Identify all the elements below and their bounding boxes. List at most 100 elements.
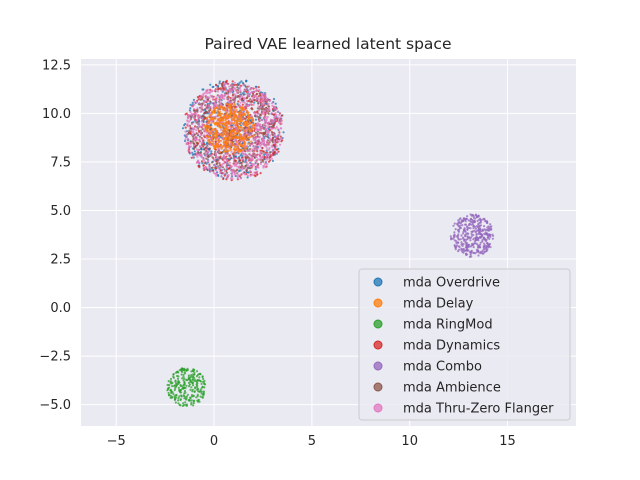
data-point [188, 129, 191, 132]
data-point [260, 158, 263, 161]
data-point [242, 135, 245, 138]
data-point [216, 86, 219, 89]
data-point [263, 140, 266, 143]
data-point [230, 141, 233, 144]
data-point [238, 140, 241, 143]
data-point [229, 88, 232, 92]
data-point [184, 372, 187, 375]
data-point [275, 148, 278, 151]
data-point [228, 159, 231, 162]
data-point [195, 141, 198, 144]
data-point [236, 86, 239, 89]
data-point [449, 235, 452, 238]
data-point [225, 111, 228, 114]
data-point [208, 165, 211, 168]
data-point [185, 397, 188, 400]
data-point [243, 101, 246, 104]
data-point [219, 114, 222, 117]
data-point [191, 388, 194, 391]
data-point [220, 164, 223, 167]
data-point [453, 231, 456, 234]
data-point [228, 85, 231, 88]
data-point [275, 126, 278, 129]
data-point [193, 137, 196, 140]
data-point [244, 158, 247, 162]
data-point [457, 222, 461, 225]
data-point [258, 141, 261, 144]
data-point [481, 249, 484, 253]
data-point [215, 169, 218, 172]
y-tick-label: 2.5 [50, 253, 71, 268]
data-point [179, 384, 182, 387]
data-point [252, 134, 255, 137]
data-point [177, 397, 180, 400]
data-point [472, 227, 475, 230]
data-point [483, 237, 486, 240]
data-point [198, 130, 201, 134]
data-point [264, 124, 267, 127]
data-point [215, 172, 218, 175]
data-point [239, 101, 242, 104]
data-point [219, 165, 222, 169]
data-point [241, 103, 244, 106]
data-point [192, 147, 196, 150]
data-point [177, 379, 180, 382]
data-point [232, 113, 235, 117]
data-point [489, 223, 492, 226]
data-point [227, 167, 230, 170]
data-point [194, 144, 197, 147]
data-point [230, 174, 233, 177]
data-point [223, 106, 226, 109]
data-point [193, 112, 196, 116]
legend-box [358, 268, 571, 421]
y-tick-label: −2.5 [39, 350, 71, 365]
data-point [248, 129, 251, 133]
data-point [249, 103, 252, 106]
data-point [259, 156, 262, 159]
data-point [279, 127, 282, 130]
data-point [268, 141, 271, 144]
data-point [192, 144, 196, 147]
data-point [227, 116, 230, 119]
data-point [262, 136, 265, 139]
data-point [250, 155, 253, 158]
data-point [475, 236, 479, 239]
data-point [199, 116, 202, 119]
data-point [239, 98, 242, 101]
data-point [235, 114, 238, 117]
data-point [460, 249, 463, 252]
data-point [243, 121, 246, 124]
data-point [464, 218, 467, 221]
data-point [191, 127, 195, 130]
data-point [252, 138, 255, 141]
data-point [208, 91, 211, 94]
data-point [193, 100, 196, 103]
data-point [210, 124, 213, 127]
data-point [167, 391, 170, 395]
data-point [215, 135, 219, 138]
data-point [232, 131, 235, 134]
data-point [205, 107, 209, 110]
data-point [251, 99, 254, 102]
data-point [271, 127, 274, 130]
data-point [214, 83, 218, 86]
data-point [232, 151, 236, 154]
legend-label: mda Dynamics [403, 339, 500, 354]
data-point [484, 240, 488, 243]
data-point [468, 223, 471, 226]
data-point [228, 143, 231, 146]
data-point [233, 83, 236, 87]
data-point [225, 91, 228, 95]
data-point [222, 150, 225, 153]
data-point [237, 131, 240, 134]
data-point [221, 88, 224, 91]
data-point [280, 114, 283, 117]
data-point [208, 163, 211, 166]
data-point [220, 117, 223, 120]
data-point [457, 250, 460, 253]
data-point [462, 237, 465, 240]
data-point [191, 131, 194, 134]
data-point [230, 169, 233, 172]
data-point [487, 243, 490, 246]
data-point [214, 115, 217, 118]
